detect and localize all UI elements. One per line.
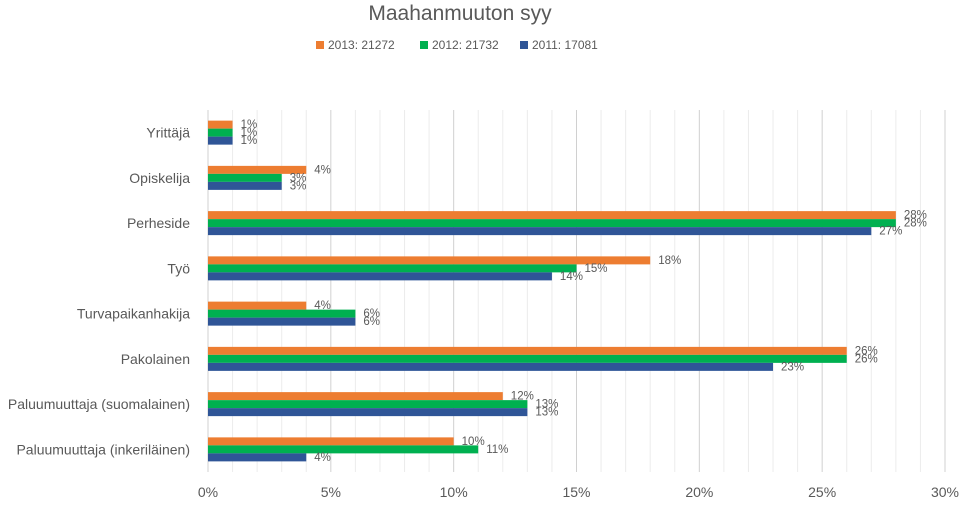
bar [208, 165, 307, 174]
data-label: 28% [904, 210, 927, 222]
data-label: 23% [781, 361, 804, 373]
bar [208, 453, 307, 462]
bar [208, 256, 651, 265]
data-label: 10% [462, 436, 485, 448]
bar [208, 400, 528, 409]
category-label: Opiskelija [129, 170, 190, 186]
legend-swatch [520, 41, 528, 49]
bar [208, 437, 454, 446]
legend-label: 2011: 17081 [532, 38, 598, 52]
bar [208, 264, 577, 273]
category-label: Pakolainen [121, 351, 190, 367]
x-tick-label: 30% [931, 484, 959, 500]
data-label: 6% [363, 308, 380, 320]
bar [208, 445, 479, 454]
x-tick-label: 25% [808, 484, 836, 500]
data-label: 3% [290, 172, 307, 184]
data-label: 14% [560, 271, 583, 283]
data-label: 27% [879, 226, 902, 238]
bar [208, 354, 847, 363]
category-labels: Yrittäjä Opiskelija Perheside Työ Turvapaika… [8, 125, 190, 458]
bar [208, 227, 872, 236]
legend-label: 2013: 21272 [328, 38, 395, 52]
data-label: 1% [241, 119, 258, 131]
bar [208, 346, 847, 355]
bar [208, 181, 282, 190]
bar [208, 120, 233, 129]
legend: 2013: 21272 2012: 21732 2011: 17081 [316, 38, 598, 52]
bar [208, 408, 528, 417]
category-label: Perheside [127, 215, 190, 231]
data-label: 3% [290, 180, 307, 192]
category-label: Paluumuuttaja (suomalainen) [8, 396, 190, 412]
category-label: Paluumuuttaja (inkeriläinen) [16, 441, 190, 457]
legend-swatch [420, 41, 428, 49]
x-tick-label: 10% [440, 484, 468, 500]
bar [208, 362, 774, 371]
data-label: 1% [241, 127, 258, 139]
x-tick-label: 5% [321, 484, 341, 500]
bar [208, 211, 896, 220]
bar [208, 128, 233, 137]
bar [208, 136, 233, 145]
x-tick-label: 20% [685, 484, 713, 500]
data-label: 4% [314, 300, 331, 312]
data-label: 11% [486, 444, 508, 456]
bar [208, 272, 552, 281]
bar [208, 317, 356, 326]
data-label: 4% [314, 452, 331, 464]
data-label: 1% [241, 135, 258, 147]
bar [208, 219, 896, 228]
bar [208, 309, 356, 318]
data-label: 28% [904, 218, 927, 230]
data-label: 18% [658, 255, 681, 267]
data-label: 26% [855, 353, 878, 365]
category-label: Yrittäjä [146, 125, 190, 141]
data-label: 26% [855, 345, 878, 357]
bars: 1%1%1%4%3%3%28%28%27%18%15%14%4%6%6%26%2… [208, 119, 927, 464]
x-tick-labels: 0% 5% 10% 15% 20% 25% 30% [198, 484, 959, 500]
bar [208, 173, 282, 182]
x-tick-label: 15% [562, 484, 590, 500]
data-label: 13% [535, 399, 558, 411]
chart-title: Maahanmuuton syy [368, 2, 552, 25]
category-label: Turvapaikanhakija [77, 306, 190, 322]
x-tick-label: 0% [198, 484, 218, 500]
data-label: 6% [363, 316, 380, 328]
legend-label: 2012: 21732 [432, 38, 499, 52]
data-label: 15% [585, 263, 608, 275]
data-label: 4% [314, 164, 331, 176]
bar [208, 301, 307, 310]
data-label: 13% [535, 407, 558, 419]
data-label: 12% [511, 391, 534, 403]
legend-swatch [316, 41, 324, 49]
category-label: Työ [167, 260, 190, 276]
bar [208, 392, 503, 401]
